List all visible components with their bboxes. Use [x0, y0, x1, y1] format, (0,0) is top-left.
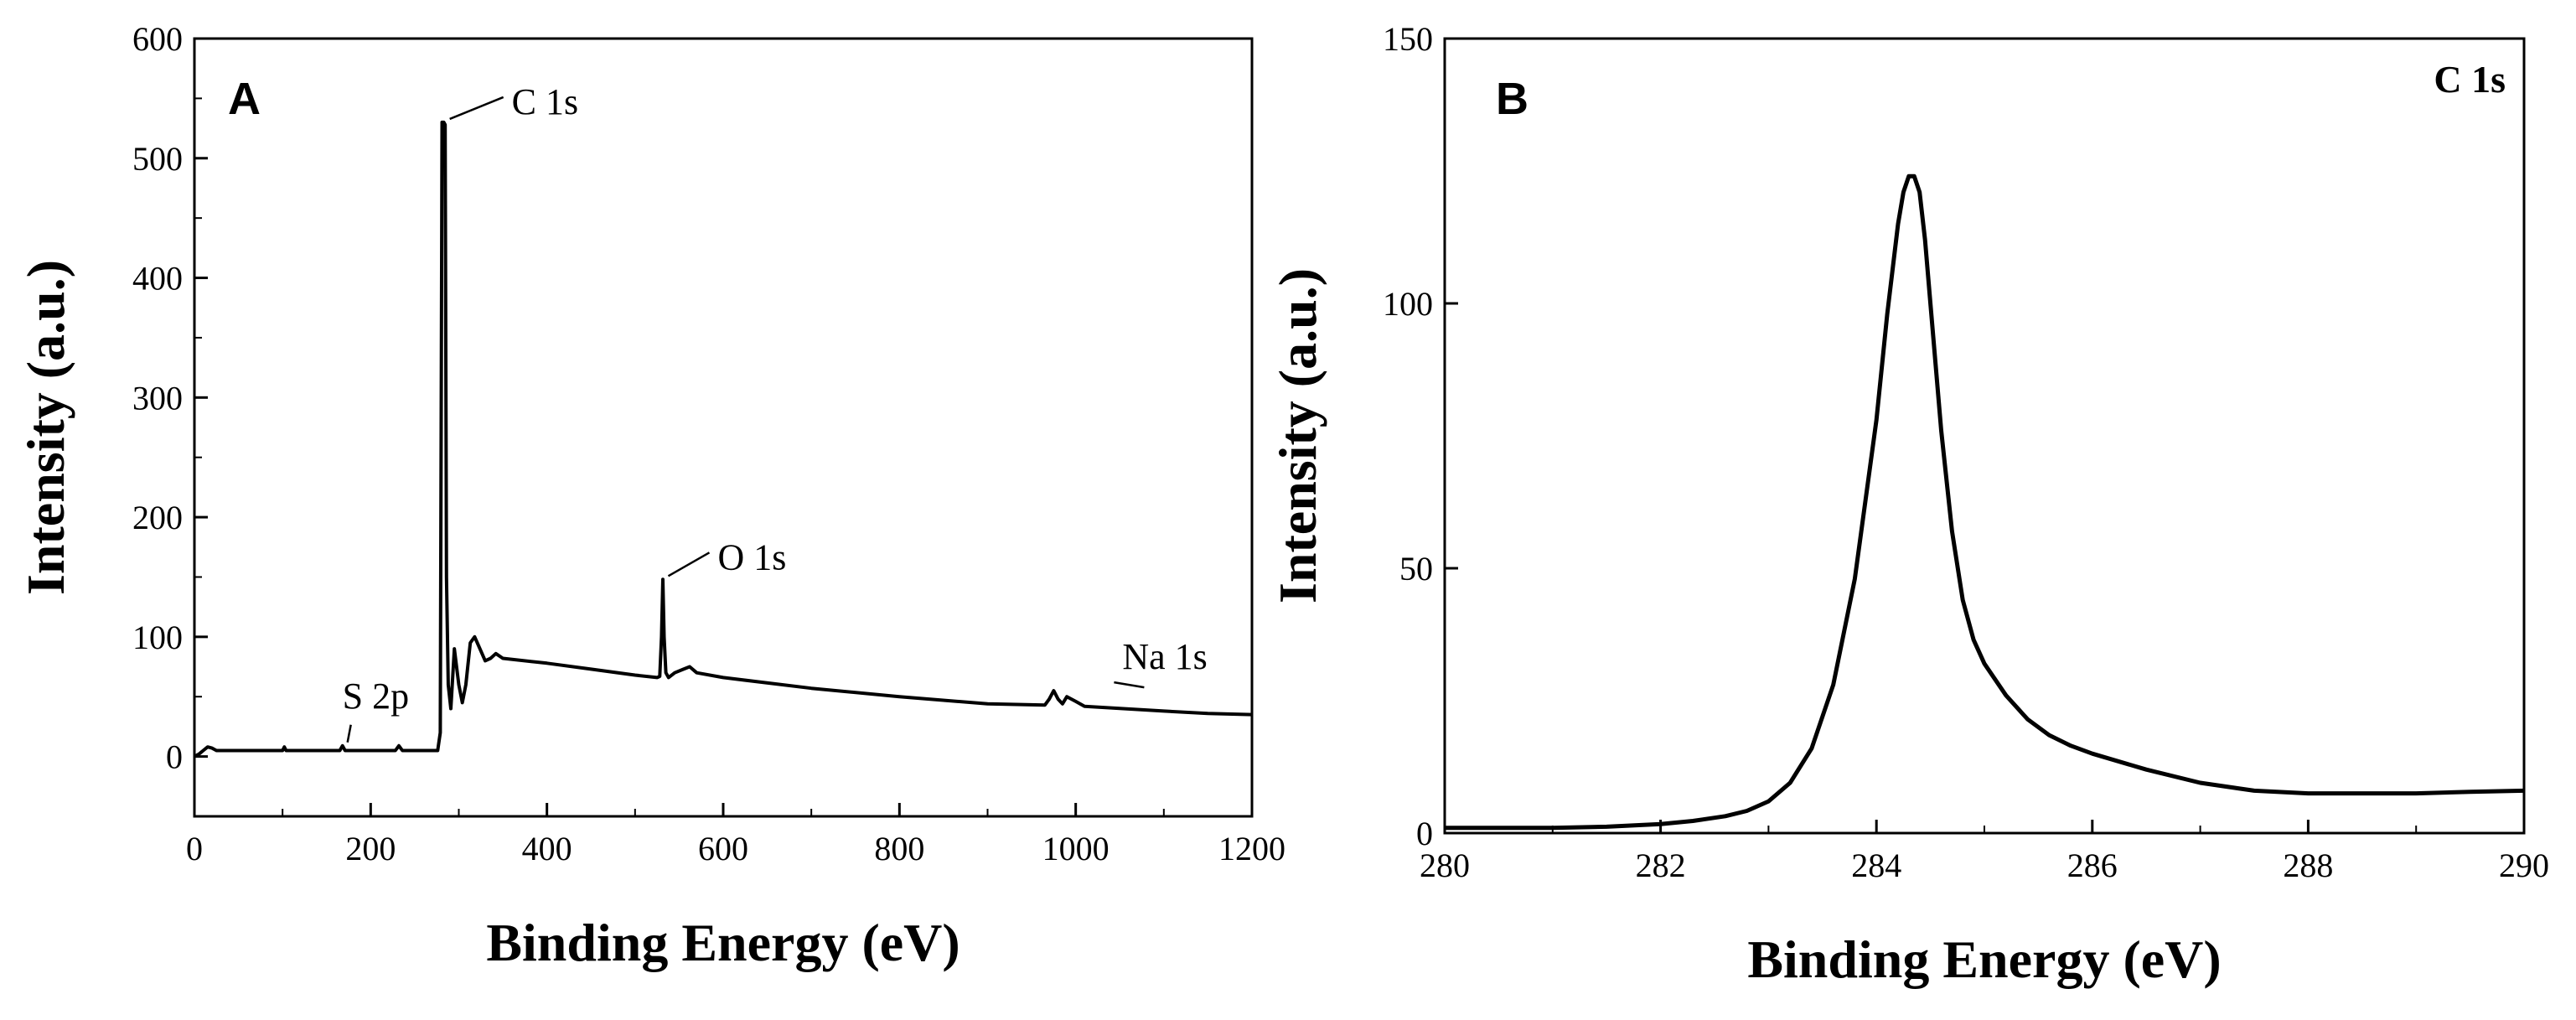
panel-b-tick-labels: 280 282 284 286 288 290 0 50 100 150	[1383, 20, 2549, 884]
panel-b-ticks	[1443, 37, 2526, 835]
b-x-tick-label: 290	[2499, 847, 2549, 884]
a-x-tick-label: 1000	[1042, 830, 1110, 867]
panel-b-x-axis-title: Binding Energy (eV)	[1747, 929, 2221, 989]
a-x-tick-label: 0	[186, 830, 203, 867]
annotation-arrow	[449, 96, 504, 121]
a-x-tick-label: 600	[698, 830, 748, 867]
a-y-tick-label: 200	[132, 499, 183, 536]
annotation-label: C 1s	[512, 81, 578, 122]
panel-a-y-axis-title: Intensity (a.u.)	[16, 260, 75, 595]
a-y-tick-label: 300	[132, 379, 183, 417]
panel-a-ticks	[193, 37, 1254, 817]
panel-b-label: B	[1496, 74, 1529, 124]
panel-a-survey-chart: 0 200 400 600 800 1000 1200 0 100 200 300 400 500 600…	[16, 20, 1285, 972]
b-x-tick-label: 280	[1420, 847, 1470, 884]
panel-a-survey-line	[194, 120, 1253, 759]
b-y-tick-label: 150	[1383, 20, 1433, 58]
panel-a-peak-annotations: C 1s O 1s Na 1s S 2p	[343, 81, 1208, 743]
a-y-tick-label: 500	[132, 140, 183, 178]
b-x-tick-label: 288	[2283, 847, 2333, 884]
a-x-tick-label: 1200	[1218, 830, 1285, 867]
a-x-tick-label: 800	[874, 830, 924, 867]
panel-a-tick-labels: 0 200 400 600 800 1000 1200 0 100 200 300 400 500 600	[132, 20, 1285, 867]
a-y-tick-label: 600	[132, 20, 183, 58]
annotation-arrow	[346, 724, 352, 743]
panel-b-plot-frame	[1443, 37, 2526, 835]
annotation-arrow	[667, 551, 711, 577]
panel-b-c1s-chart: 280 282 284 286 288 290 0 50 100 150 B C 1s Bindi…	[1268, 20, 2549, 989]
annotation-label: S 2p	[343, 676, 409, 717]
a-y-tick-label: 400	[132, 260, 183, 298]
a-x-tick-label: 200	[345, 830, 396, 867]
a-x-tick-label: 400	[522, 830, 572, 867]
a-y-tick-label: 100	[132, 619, 183, 656]
panel-b-y-axis-title: Intensity (a.u.)	[1268, 268, 1327, 603]
panel-a-label: A	[228, 74, 261, 124]
b-x-tick-label: 284	[1851, 847, 1901, 884]
panel-b-title: C 1s	[2434, 58, 2506, 101]
annotation-arrow	[1114, 681, 1145, 689]
b-x-tick-label: 282	[1636, 847, 1686, 884]
annotation-label: O 1s	[717, 536, 786, 577]
panel-a-x-axis-title: Binding Energy (eV)	[486, 913, 960, 972]
b-y-tick-label: 100	[1383, 285, 1433, 323]
a-y-tick-label: 0	[166, 738, 183, 776]
b-y-tick-label: 0	[1416, 815, 1433, 852]
panel-b-c1s-line	[1445, 173, 2525, 831]
b-y-tick-label: 50	[1399, 550, 1433, 588]
b-x-tick-label: 286	[2067, 847, 2118, 884]
annotation-label: Na 1s	[1122, 636, 1207, 677]
